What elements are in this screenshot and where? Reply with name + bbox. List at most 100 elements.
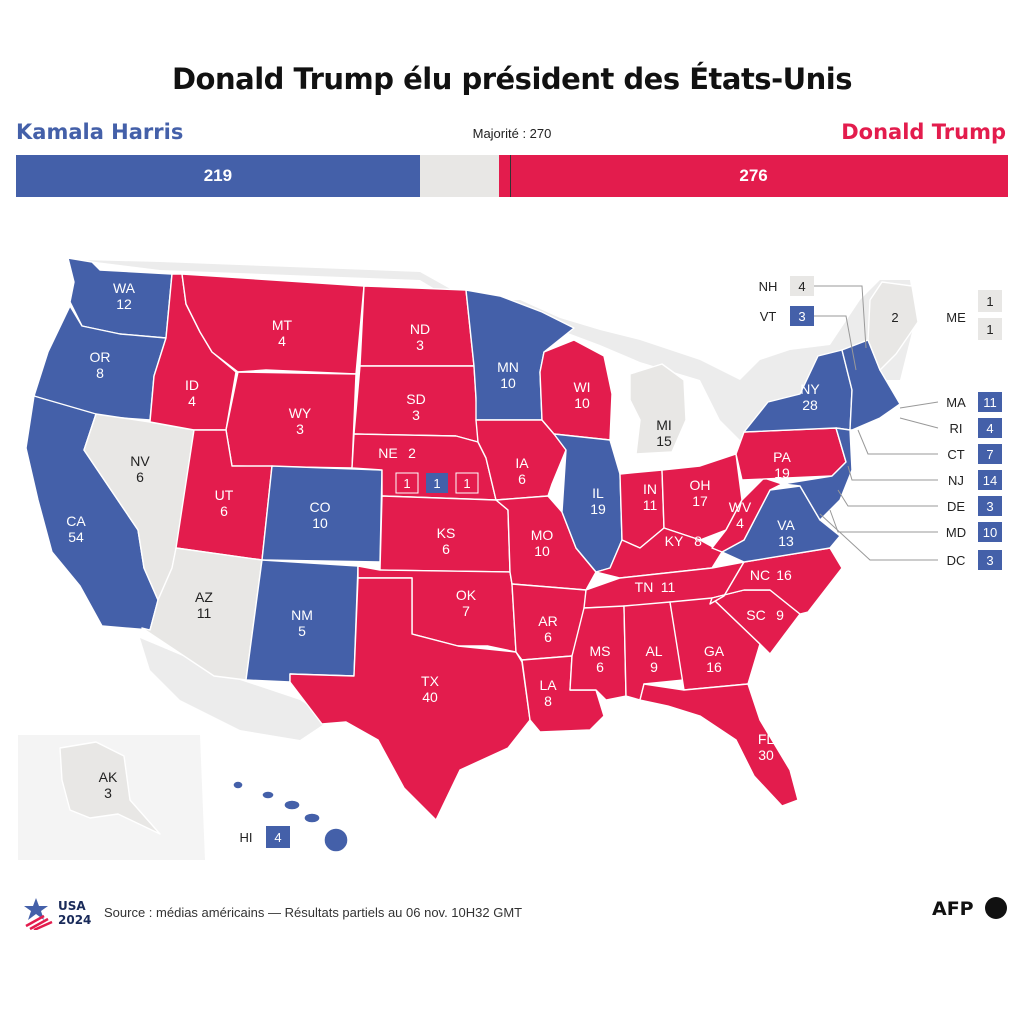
me-district-1-box [978,290,1002,312]
afp-dot-icon [985,897,1007,919]
callout-md-value: 10 [983,525,997,540]
state-ev-ny: 28 [802,397,818,413]
logo-usa: USA [58,899,86,913]
state-label-ca: CA [66,513,86,529]
callout-label-hi: HI [240,830,253,845]
callout-ma-box [978,392,1002,412]
state-label-wv: WV [729,499,752,515]
state-pa [735,427,847,481]
state-label-oh: OH [690,477,711,493]
callout-ma-value: 11 [983,395,997,410]
leader-nj [847,465,938,481]
state-ev-mt: 4 [278,333,286,349]
electoral-vote-bar: 219 276 [16,155,1008,197]
state-ev-wi: 10 [574,395,590,411]
afp-logo-text: AFP [932,898,974,920]
state-ev-co: 10 [312,515,328,531]
callout-label-dc: DC [947,553,966,568]
callout-label-nh: NH [759,279,778,294]
state-labels: WA12OR8CA54NV6ID4MT4WY3UT6AZ11CO10NM5ND3… [66,280,820,801]
state-ev-tx: 40 [422,689,438,705]
state-wv [711,477,783,553]
callout-label-md: MD [946,525,966,540]
state-label-nd: ND [410,321,430,337]
state-ev-tn: 11 [661,579,676,595]
state-ev-nd: 3 [416,337,424,353]
state-ga [669,597,761,691]
state-ev-la: 8 [544,693,552,709]
callout-label-me: ME [946,310,966,325]
callout-md-box [978,522,1002,542]
state-label-ky: KY [665,533,684,549]
state-ev-sd: 3 [412,407,420,423]
state-ev-id: 4 [188,393,196,409]
state-ev-al: 9 [650,659,658,675]
callout-label-ri: RI [950,421,963,436]
state-label-or: OR [90,349,111,365]
state-ev-ne: 2 [408,445,416,461]
maine-statewide-ev: 2 [891,310,898,325]
leader-dc [819,513,938,561]
state-label-sd: SD [406,391,425,407]
state-ev-ok: 7 [462,603,470,619]
state-ev-mi: 15 [656,433,672,449]
ne-district-2-value: 1 [433,476,440,491]
state-ev-fl: 30 [758,747,774,763]
callout-de-value: 3 [986,499,993,514]
state-label-ia: IA [515,455,529,471]
callout-ct-value: 7 [986,447,993,462]
state-label-az: AZ [195,589,213,605]
state-ev-az: 11 [197,605,212,621]
state-label-id: ID [185,377,199,393]
callout-ri-value: 4 [986,421,993,436]
state-ev-ks: 6 [442,541,450,557]
ne-district-3-value: 1 [463,476,470,491]
callout-de-box [978,496,1002,516]
leader-nh [814,285,867,349]
state-label-ak: AK [99,769,118,785]
callout-hi-value: 4 [274,830,281,845]
state-ev-ia: 6 [518,471,526,487]
state-ev-ar: 6 [544,629,552,645]
ne-district-3-box [455,472,479,494]
callout-label-de: DE [947,499,965,514]
state-label-sc: SC [746,607,765,623]
state-label-mn: MN [497,359,519,375]
state-ev-wv: 4 [736,515,744,531]
stripes-icon [25,914,53,930]
state-label-co: CO [310,499,331,515]
state-label-ar: AR [538,613,557,629]
state-label-pa: PA [773,449,791,465]
state-nc [709,547,843,615]
logo-2024: 2024 [58,913,91,927]
state-label-nv: NV [130,453,150,469]
afp-logo: AFP [932,897,1007,920]
usa-2024-logo: USA 2024 [24,898,91,930]
map-title: Donald Trump élu président des États-Uni… [171,62,853,96]
state-mo [495,495,597,591]
state-ev-nc: 16 [776,567,792,583]
majority-marker [510,155,512,197]
state-ak [59,741,161,835]
callout-vt-box [790,306,814,326]
callout-ct-box [978,444,1002,464]
state-ev-sc: 9 [776,607,784,623]
state-ev-ky: 8 [694,533,702,549]
ne-district-1-value: 1 [403,476,410,491]
leader-vt [814,315,857,371]
state-ev-pa: 19 [774,465,790,481]
state-label-va: VA [777,517,795,533]
callout-label-ma: MA [946,395,966,410]
state-ev-il: 19 [590,501,606,517]
me-district-2-box [978,318,1002,340]
state-label-wa: WA [113,280,136,296]
state-tx [289,577,531,821]
leader-ct [857,429,938,455]
state-ev-ca: 54 [68,529,84,545]
state-label-fl: FL [758,731,775,747]
state-ev-va: 13 [778,533,794,549]
state-ev-wy: 3 [296,421,304,437]
state-label-nm: NM [291,607,313,623]
me-district-2-value: 1 [986,322,993,337]
source-note: Source : médias américains — Résultats p… [104,905,523,920]
